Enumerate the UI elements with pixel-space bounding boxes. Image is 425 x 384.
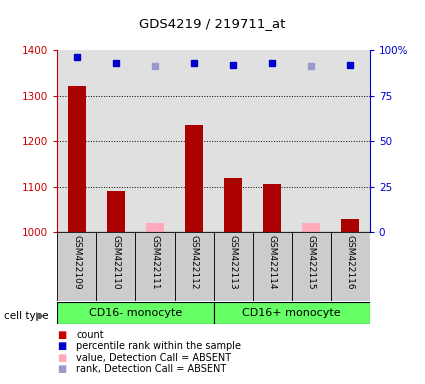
Text: GSM422111: GSM422111 <box>150 235 159 290</box>
Text: GSM422113: GSM422113 <box>229 235 238 290</box>
Bar <box>57 232 96 301</box>
Bar <box>303 223 320 232</box>
Bar <box>292 232 331 301</box>
Bar <box>252 50 292 232</box>
Bar <box>175 232 213 301</box>
Bar <box>213 302 370 324</box>
Bar <box>264 184 281 232</box>
Text: GSM422112: GSM422112 <box>190 235 198 290</box>
Bar <box>96 50 136 232</box>
Text: GSM422115: GSM422115 <box>307 235 316 290</box>
Bar <box>68 86 86 232</box>
Bar <box>96 232 136 301</box>
Bar <box>57 302 213 324</box>
Bar <box>146 223 164 232</box>
Bar <box>136 50 175 232</box>
Bar <box>252 232 292 301</box>
Text: percentile rank within the sample: percentile rank within the sample <box>76 341 241 351</box>
Bar <box>331 50 370 232</box>
Text: GSM422116: GSM422116 <box>346 235 355 290</box>
Text: GSM422109: GSM422109 <box>72 235 82 290</box>
Text: rank, Detection Call = ABSENT: rank, Detection Call = ABSENT <box>76 364 227 374</box>
Text: CD16- monocyte: CD16- monocyte <box>89 308 182 318</box>
Text: ■: ■ <box>57 330 67 340</box>
Text: ■: ■ <box>57 341 67 351</box>
Text: GSM422110: GSM422110 <box>111 235 120 290</box>
Bar <box>292 50 331 232</box>
Bar <box>341 218 359 232</box>
Bar <box>213 232 252 301</box>
Bar <box>331 232 370 301</box>
Text: ▶: ▶ <box>36 311 45 321</box>
Text: CD16+ monocyte: CD16+ monocyte <box>242 308 341 318</box>
Text: ■: ■ <box>57 353 67 363</box>
Bar <box>213 50 252 232</box>
Bar <box>185 125 203 232</box>
Bar <box>57 50 96 232</box>
Text: ■: ■ <box>57 364 67 374</box>
Text: cell type: cell type <box>4 311 49 321</box>
Text: value, Detection Call = ABSENT: value, Detection Call = ABSENT <box>76 353 232 363</box>
Bar <box>175 50 213 232</box>
Text: count: count <box>76 330 104 340</box>
Bar <box>224 178 242 232</box>
Bar <box>136 232 175 301</box>
Text: GDS4219 / 219711_at: GDS4219 / 219711_at <box>139 17 286 30</box>
Text: GSM422114: GSM422114 <box>268 235 277 290</box>
Bar <box>107 191 125 232</box>
